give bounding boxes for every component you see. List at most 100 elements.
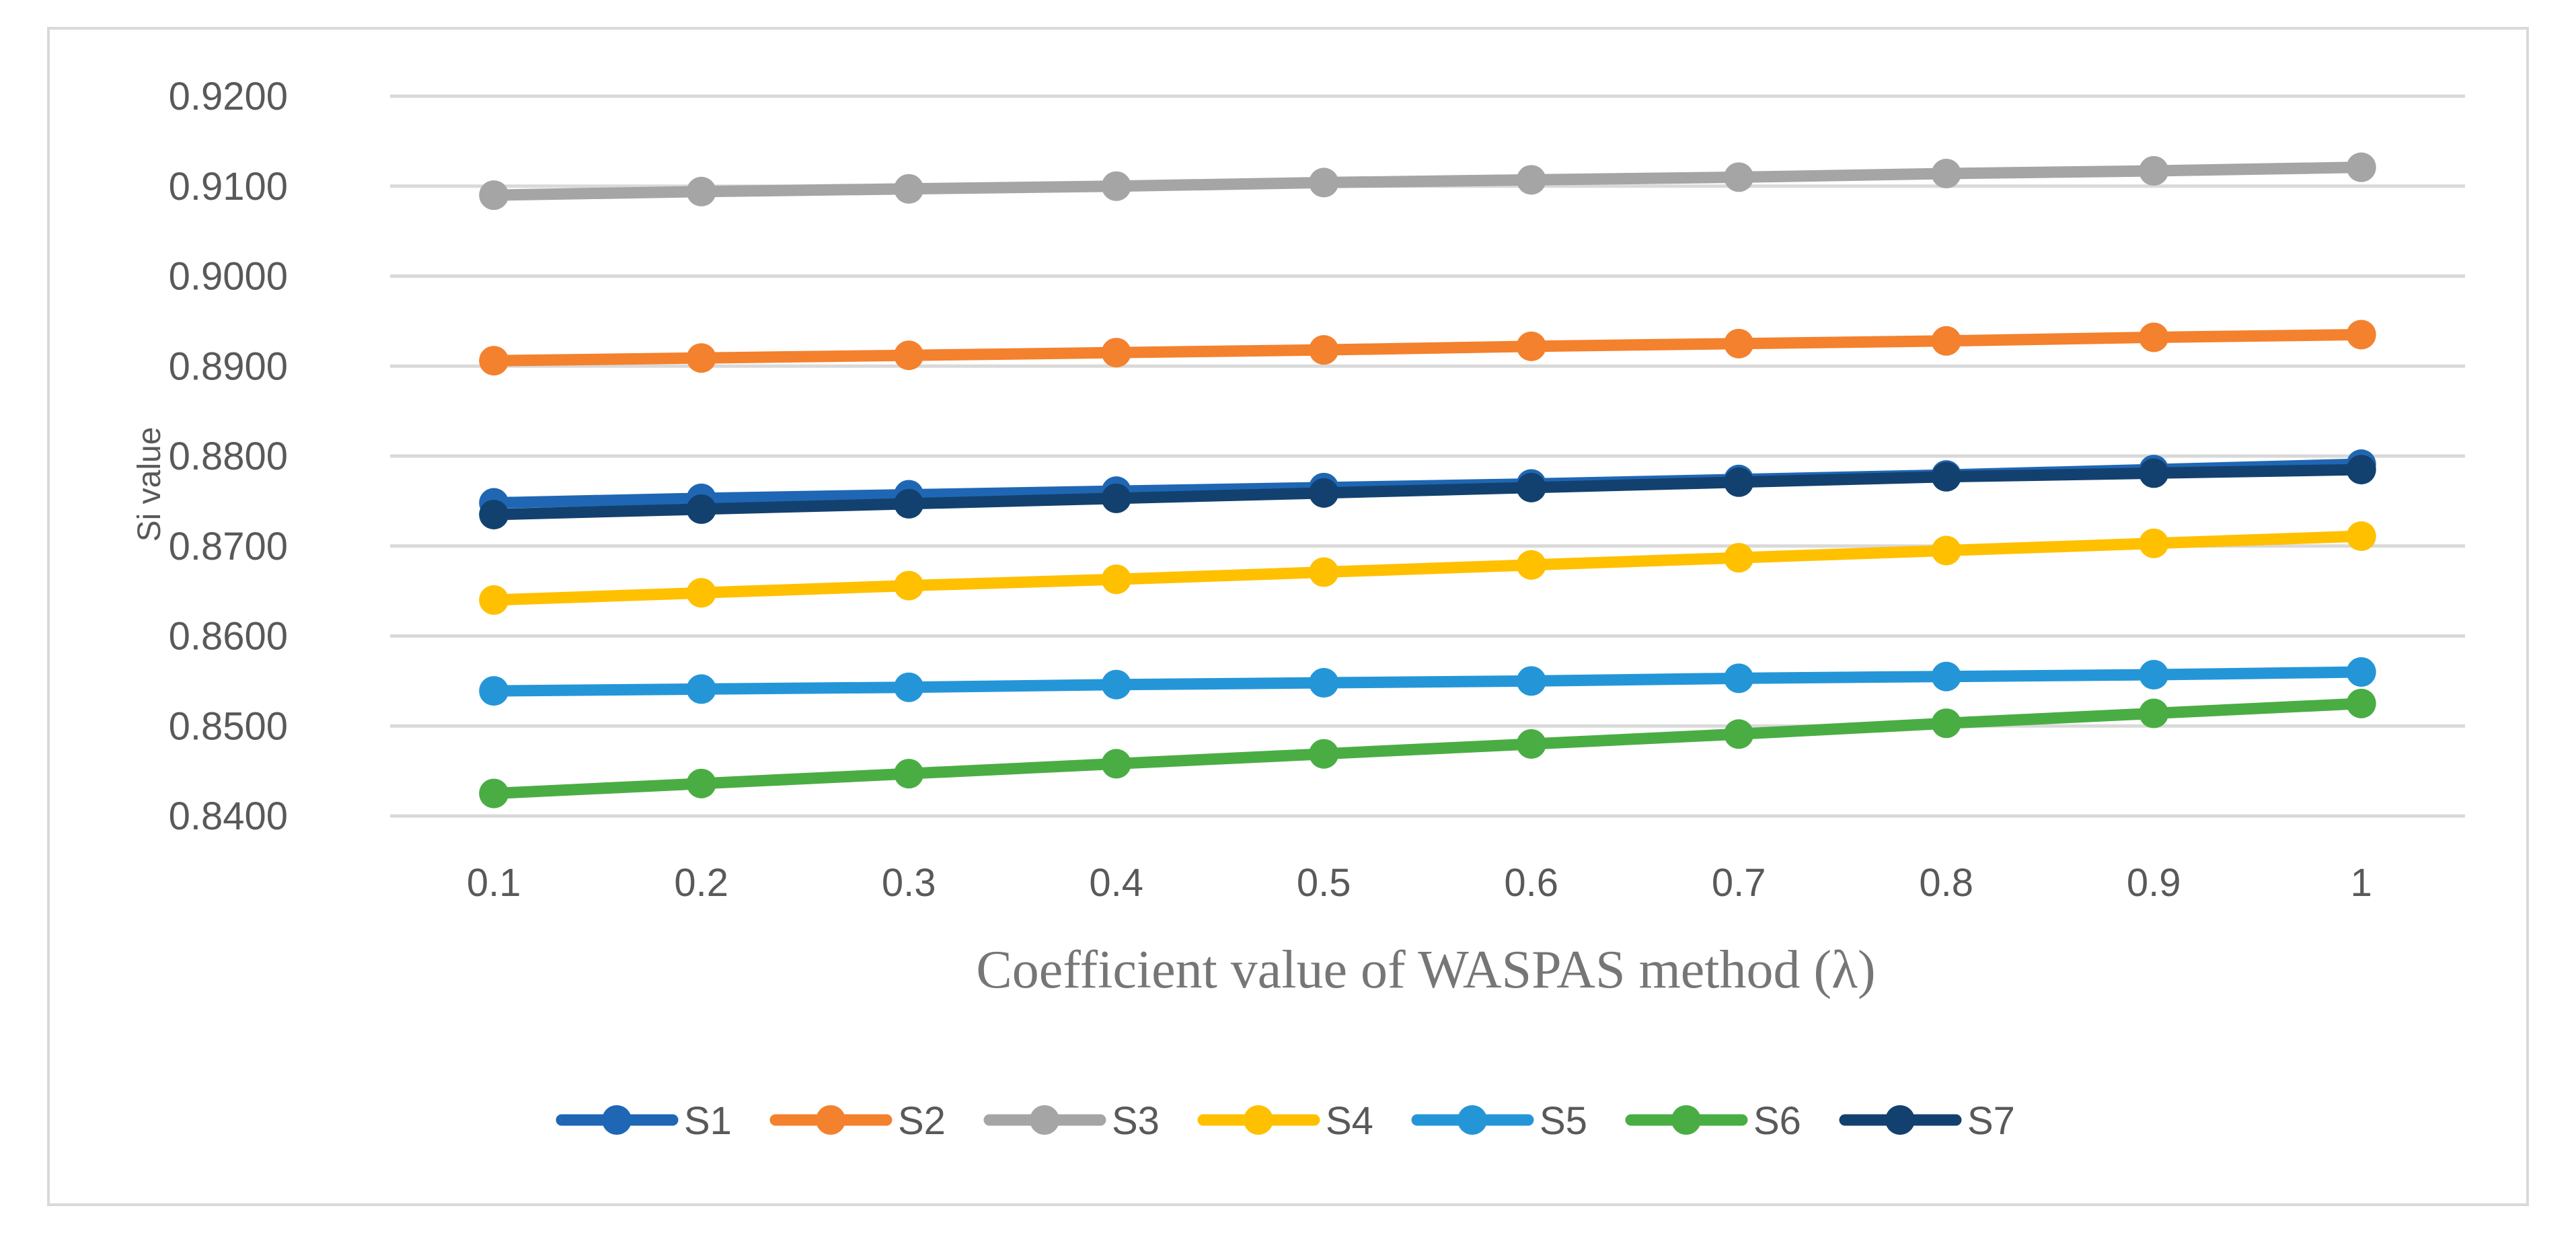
data-point (1931, 326, 1961, 356)
x-axis-ticks: 0.1 0.2 0.3 0.4 0.5 0.6 0.7 0.8 0.9 1 (467, 861, 2372, 905)
legend-swatch-marker (816, 1105, 845, 1135)
data-point (1724, 719, 1754, 749)
x-tick-label: 0.7 (1712, 861, 1766, 905)
data-point (1516, 165, 1546, 195)
data-point (479, 499, 509, 529)
series-line (488, 328, 2367, 367)
series-line (488, 666, 2367, 697)
legend-label: S7 (1967, 1099, 2015, 1143)
data-point (1931, 461, 1961, 492)
data-point (2139, 156, 2169, 186)
series-line (488, 463, 2367, 521)
legend-label: S1 (684, 1099, 732, 1143)
y-tick-label: 0.8700 (169, 525, 288, 568)
legend-item: S4 (1197, 1099, 1373, 1143)
x-tick-label: 0.9 (2127, 861, 2181, 905)
series-s2 (479, 320, 2376, 376)
series-s5 (479, 657, 2376, 706)
data-point (2139, 528, 2169, 558)
data-point (2139, 660, 2169, 690)
data-point (1101, 338, 1131, 368)
data-point (1724, 543, 1754, 573)
y-tick-label: 0.9100 (169, 165, 288, 209)
data-point (479, 346, 509, 376)
data-point (2346, 657, 2376, 687)
legend-item: S2 (769, 1099, 946, 1143)
legend-label: S2 (898, 1099, 946, 1143)
data-point (1309, 557, 1339, 587)
data-point (1724, 328, 1754, 359)
data-point (894, 174, 924, 204)
data-point (1309, 739, 1339, 769)
x-tick-label: 0.6 (1504, 861, 1558, 905)
series-line (488, 161, 2367, 201)
y-tick-label: 0.8900 (169, 344, 288, 388)
data-point (1931, 708, 1961, 739)
data-point (894, 759, 924, 789)
y-axis-label: Si value (132, 427, 167, 542)
data-point (686, 578, 716, 608)
data-point (1931, 159, 1961, 189)
data-point (2346, 455, 2376, 485)
data-point (1516, 666, 1546, 696)
data-point (479, 778, 509, 809)
data-point (1309, 478, 1339, 508)
data-point (1101, 669, 1131, 700)
legend-item: S3 (983, 1099, 1160, 1143)
legend: S1 S2 S3 S4 S5 S6 S7 (556, 1099, 2015, 1143)
data-point (1516, 331, 1546, 361)
y-tick-label: 0.8500 (169, 704, 288, 748)
series-lines (479, 152, 2376, 809)
data-point (479, 180, 509, 211)
x-tick-label: 0.5 (1297, 861, 1351, 905)
series-s3 (479, 152, 2376, 211)
data-point (1309, 167, 1339, 198)
data-point (1724, 162, 1754, 192)
legend-label: S6 (1753, 1099, 1801, 1143)
data-point (1724, 467, 1754, 497)
data-point (686, 674, 716, 704)
data-point (479, 585, 509, 615)
data-point (894, 488, 924, 519)
data-point (1101, 171, 1131, 201)
data-point (1516, 472, 1546, 502)
data-point (894, 570, 924, 601)
data-point (2139, 458, 2169, 488)
legend-swatch-marker (1457, 1105, 1487, 1135)
data-point (1309, 335, 1339, 365)
y-tick-label: 0.8600 (169, 615, 288, 659)
legend-item: S6 (1625, 1099, 1801, 1143)
data-point (1931, 535, 1961, 566)
chart-frame (47, 27, 2529, 1206)
data-point (2346, 688, 2376, 718)
data-point (686, 176, 716, 207)
data-point (1516, 550, 1546, 580)
data-point (2346, 152, 2376, 182)
legend-item: S5 (1411, 1099, 1587, 1143)
legend-label: S3 (1112, 1099, 1160, 1143)
legend-label: S4 (1326, 1099, 1373, 1143)
data-point (686, 343, 716, 373)
legend-item: S1 (556, 1099, 732, 1143)
data-point (894, 340, 924, 371)
data-point (2346, 521, 2376, 552)
legend-swatch-marker (1885, 1105, 1915, 1135)
data-point (1101, 564, 1131, 595)
series-s6 (479, 688, 2376, 809)
x-tick-label: 0.3 (882, 861, 936, 905)
series-s7 (479, 455, 2376, 529)
data-point (2139, 322, 2169, 352)
legend-swatch-marker (602, 1105, 632, 1135)
data-point (479, 676, 509, 706)
legend-label: S5 (1540, 1099, 1587, 1143)
data-point (1931, 661, 1961, 692)
legend-swatch-marker (1244, 1105, 1273, 1135)
y-tick-label: 0.8800 (169, 435, 288, 478)
legend-item: S7 (1839, 1099, 2015, 1143)
legend-swatch-marker (1671, 1105, 1701, 1135)
x-tick-label: 0.4 (1089, 861, 1143, 905)
y-axis-ticks: 0.8400 0.8500 0.8600 0.8700 0.8800 0.8900 0.90… (169, 75, 288, 838)
data-point (1101, 483, 1131, 513)
data-point (1309, 668, 1339, 698)
